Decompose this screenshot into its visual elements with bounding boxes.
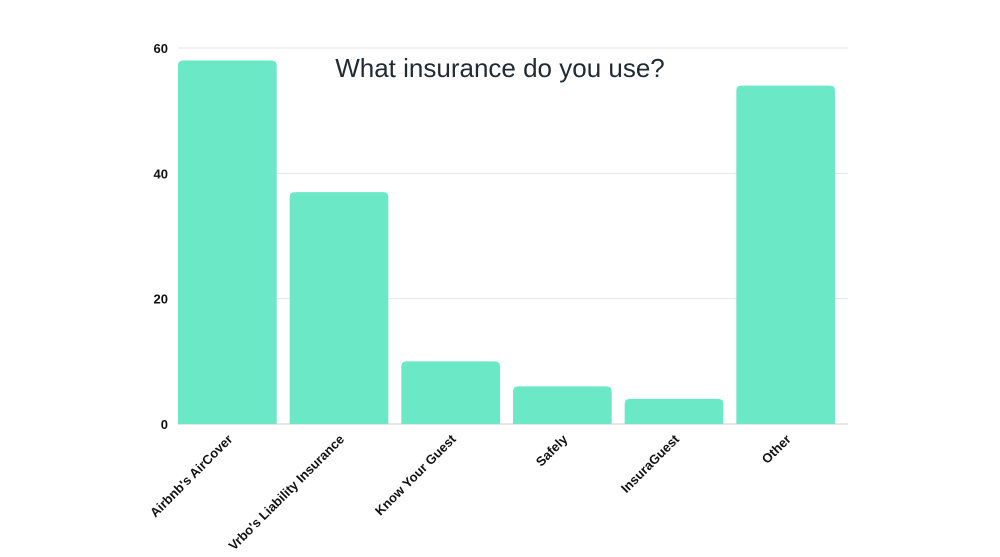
y-tick-label: 60 [154, 41, 168, 56]
x-category-label: Safely [533, 431, 571, 469]
y-tick-label: 40 [154, 166, 168, 181]
bar [624, 398, 724, 424]
x-category-label: Vrbo's Liability Insurance [226, 432, 348, 554]
x-category-label: Know Your Guest [372, 431, 459, 518]
y-tick-label: 0 [161, 417, 168, 432]
x-category-label: Airbnb's AirCover [147, 432, 236, 521]
y-axis-ticks: 0 20 40 60 [154, 41, 168, 432]
bar [178, 60, 277, 425]
x-category-label: Other [759, 432, 794, 467]
bar [401, 361, 500, 424]
y-tick-label: 20 [154, 292, 168, 307]
bars [178, 60, 835, 425]
x-category-label: InsuraGuest [618, 431, 683, 496]
bar [513, 386, 612, 424]
bar [736, 85, 835, 424]
bar [289, 192, 389, 424]
chart-title: What insurance do you use? [335, 53, 665, 83]
